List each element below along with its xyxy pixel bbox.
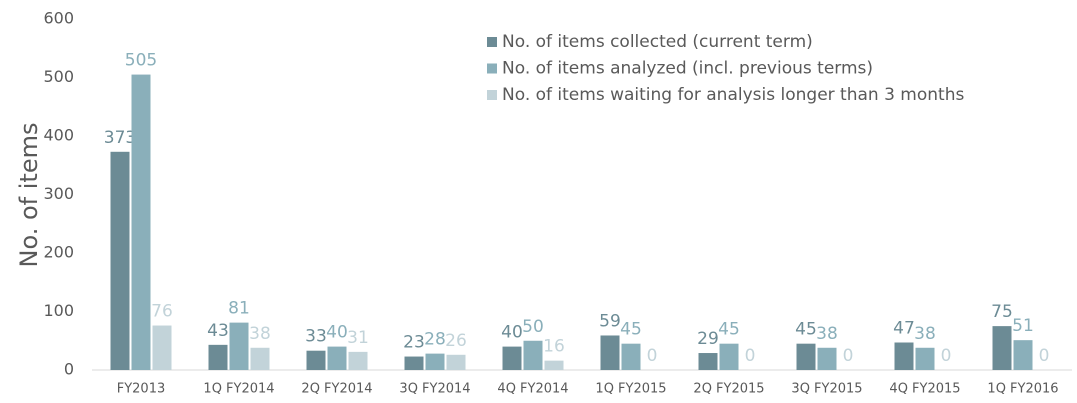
data-label: 45 (718, 320, 740, 340)
data-label: 373 (104, 128, 136, 148)
y-tick-label: 400 (43, 126, 74, 145)
x-tick-label: 3Q FY2015 (791, 382, 862, 397)
data-label: 0 (843, 346, 854, 366)
x-tick-label: 1Q FY2015 (595, 382, 666, 397)
data-label: 81 (228, 299, 250, 319)
data-label: 505 (125, 51, 157, 71)
x-tick-label: 4Q FY2015 (889, 382, 960, 397)
data-label: 0 (647, 346, 658, 366)
data-label: 33 (305, 327, 327, 347)
data-label: 16 (543, 337, 565, 357)
y-axis-label: No. of items (15, 123, 43, 268)
bar (250, 347, 270, 370)
bar (348, 351, 368, 370)
data-label: 76 (151, 302, 173, 322)
bar (1013, 340, 1033, 370)
data-label: 38 (816, 324, 838, 344)
bar (817, 347, 837, 370)
bar (600, 335, 620, 370)
x-tick-label: 2Q FY2015 (693, 382, 764, 397)
bar (719, 343, 739, 370)
bar (992, 326, 1012, 370)
bar (327, 346, 347, 370)
data-label: 0 (941, 346, 952, 366)
bar (229, 322, 249, 370)
x-tick-label: 3Q FY2014 (399, 382, 470, 397)
legend-swatch (487, 63, 497, 74)
y-tick-label: 0 (64, 360, 74, 379)
bar (208, 344, 228, 370)
data-label: 51 (1012, 316, 1034, 336)
bar (544, 360, 564, 370)
bar (306, 350, 326, 370)
x-tick-label: 2Q FY2014 (301, 382, 372, 397)
bar (131, 74, 151, 370)
bar (110, 151, 130, 370)
data-label: 0 (745, 346, 756, 366)
legend-swatch (487, 90, 497, 100)
bar (796, 343, 816, 370)
bar (621, 343, 641, 370)
data-label: 38 (914, 324, 936, 344)
legend-swatch (487, 37, 497, 47)
bar (523, 340, 543, 370)
data-label: 45 (620, 320, 642, 340)
y-tick-label: 600 (43, 9, 74, 28)
x-tick-label: FY2013 (117, 382, 166, 397)
x-tick-label: 1Q FY2016 (987, 382, 1058, 397)
data-label: 40 (326, 323, 348, 343)
x-tick-label: 1Q FY2014 (203, 382, 274, 397)
legend-label: No. of items analyzed (incl. previous te… (502, 59, 873, 79)
x-tick-label: 4Q FY2014 (497, 382, 568, 397)
data-label: 50 (522, 317, 544, 337)
data-label: 40 (501, 323, 523, 343)
legend-label: No. of items waiting for analysis longer… (502, 85, 964, 105)
bar (502, 346, 522, 370)
bar (446, 354, 466, 370)
data-label: 38 (249, 324, 271, 344)
y-tick-label: 300 (43, 184, 74, 203)
data-label: 26 (445, 331, 467, 351)
data-label: 59 (599, 311, 621, 331)
y-tick-label: 500 (43, 67, 74, 86)
data-label: 75 (991, 302, 1013, 322)
bar (915, 347, 935, 370)
bar (894, 342, 914, 370)
bar (425, 353, 445, 370)
data-label: 31 (347, 328, 369, 348)
y-tick-label: 200 (43, 243, 74, 262)
data-label: 23 (403, 333, 425, 353)
bar (152, 325, 172, 370)
data-label: 0 (1039, 346, 1050, 366)
data-label: 43 (207, 321, 229, 341)
data-label: 45 (795, 320, 817, 340)
bar (404, 356, 424, 370)
data-label: 47 (893, 319, 915, 339)
data-label: 29 (697, 329, 719, 349)
y-tick-label: 100 (43, 301, 74, 320)
data-label: 28 (424, 330, 446, 350)
legend-label: No. of items collected (current term) (502, 32, 813, 52)
bar (698, 353, 718, 370)
